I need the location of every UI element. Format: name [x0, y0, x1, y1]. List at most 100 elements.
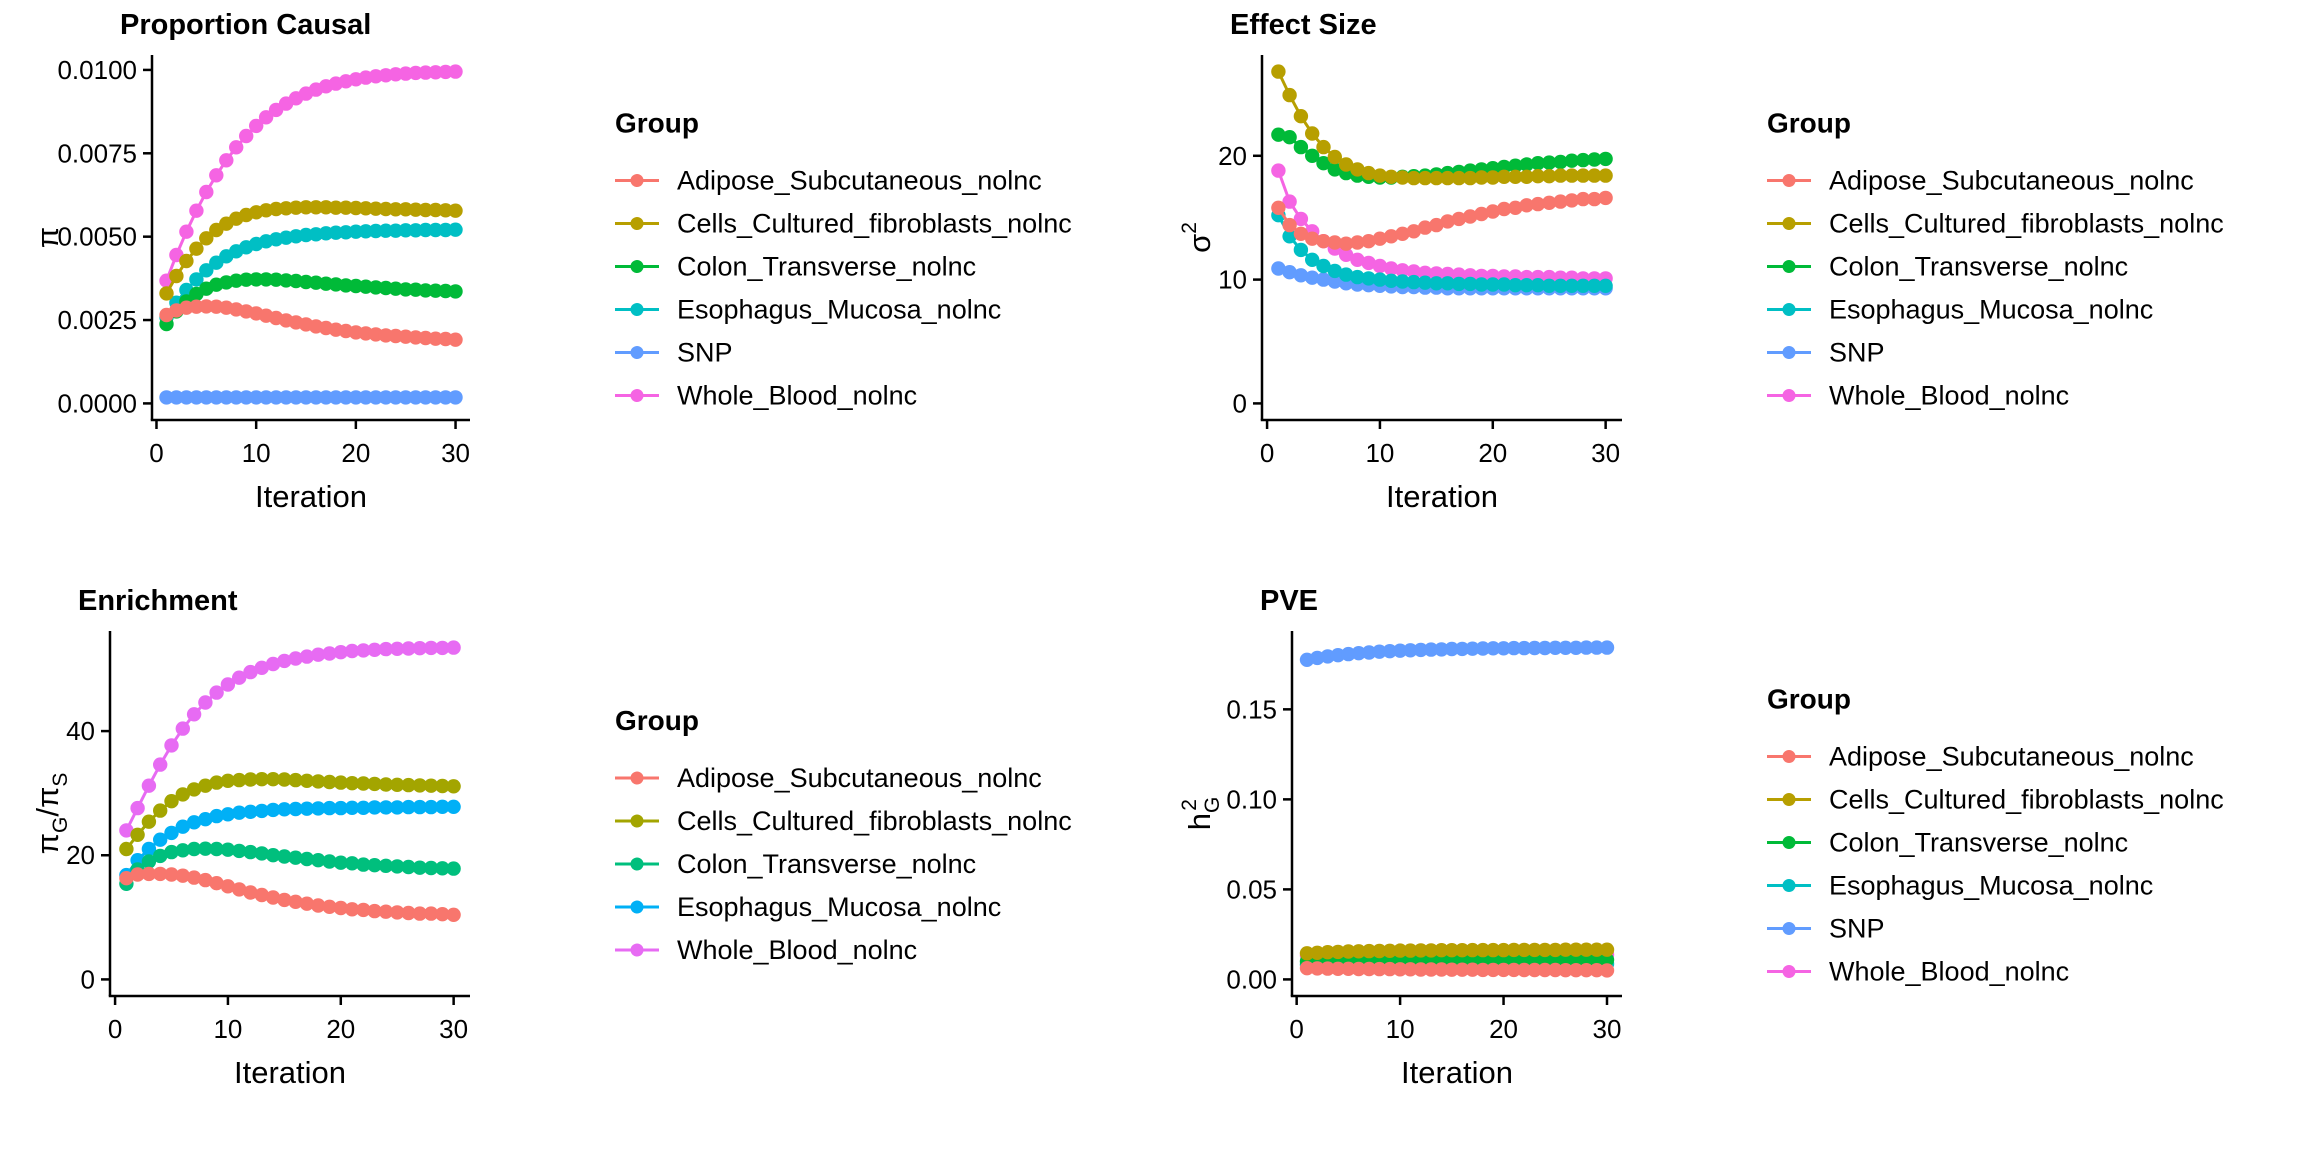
series-point: [1508, 169, 1523, 184]
x-tick-label: 30: [441, 438, 470, 468]
series-point: [1327, 149, 1342, 165]
legend-key-dot-icon: [1782, 260, 1796, 273]
series-point: [1474, 206, 1489, 222]
series-point: [1564, 278, 1579, 293]
series-point: [398, 282, 413, 297]
series-point: [141, 866, 157, 882]
series-point: [401, 859, 416, 875]
series-point: [1330, 944, 1346, 960]
series-Cells_Cultured_fibroblasts_nolnc: [1271, 64, 1613, 186]
series-point: [1382, 943, 1397, 958]
series-point: [1350, 162, 1365, 177]
series-point: [1537, 942, 1553, 958]
series-point: [175, 721, 190, 736]
y-tick-label: 0.00: [1226, 964, 1277, 994]
series-point: [249, 272, 264, 287]
legend-key-dot-icon: [630, 303, 644, 316]
series-point: [1575, 278, 1591, 293]
series-point: [179, 390, 194, 405]
series-point: [277, 802, 292, 817]
x-tick-label: 0: [108, 1014, 122, 1044]
series-point: [1351, 961, 1366, 977]
series-point: [378, 223, 393, 238]
series-point: [141, 854, 157, 869]
series-point: [435, 861, 450, 876]
x-tick-label: 10: [1365, 438, 1394, 468]
x-axis-title: Iteration: [1386, 479, 1498, 514]
series-point: [423, 860, 439, 876]
series-point: [164, 844, 179, 860]
series-point: [1384, 261, 1399, 276]
series-point: [198, 841, 213, 856]
series-point: [1519, 157, 1534, 172]
series-point: [1316, 156, 1331, 171]
series-point: [322, 774, 337, 790]
series-point: [378, 641, 394, 657]
series-point: [1579, 640, 1594, 655]
series-point: [186, 782, 202, 797]
series-point: [435, 907, 450, 922]
series-point: [288, 850, 303, 865]
legend-label: Adipose_Subcutaneous_nolnc: [677, 166, 1042, 196]
series-point: [388, 390, 403, 405]
series-point: [311, 853, 326, 868]
series-point: [423, 640, 439, 656]
series-point: [119, 841, 134, 857]
series-point: [1316, 234, 1331, 249]
legend-label: SNP: [1829, 338, 1885, 368]
series-point: [401, 777, 416, 793]
series-point: [153, 866, 168, 882]
series-point: [1338, 267, 1354, 282]
series-point: [1589, 952, 1604, 967]
series-point: [401, 641, 416, 656]
series-point: [1403, 962, 1418, 977]
panel-title: Proportion Causal: [120, 9, 371, 41]
series-point: [199, 184, 214, 200]
series-point: [1548, 962, 1563, 978]
series-point: [219, 153, 234, 168]
series-point: [1530, 169, 1546, 184]
series-point: [398, 390, 413, 405]
series-point: [322, 646, 337, 661]
legend-entry: Esophagus_Mucosa_nolnc: [1767, 871, 2153, 901]
series-point: [1508, 158, 1523, 173]
series-point: [277, 849, 292, 864]
series-point: [1361, 234, 1376, 249]
series-point: [1310, 961, 1325, 976]
series-point: [1299, 961, 1315, 976]
series-point: [1316, 258, 1331, 274]
y-tick-label: 20: [1218, 141, 1247, 171]
series-point: [333, 775, 348, 790]
series-point: [1517, 952, 1532, 967]
y-tick-label: 0.0100: [57, 55, 137, 85]
series-point: [1282, 194, 1297, 209]
series-point: [356, 776, 371, 791]
series-point: [435, 778, 450, 794]
series-point: [1598, 151, 1613, 167]
series-point: [1434, 943, 1449, 958]
series-point: [254, 772, 269, 787]
series-point: [299, 773, 315, 788]
legend-entry: Colon_Transverse_nolnc: [615, 252, 976, 282]
series-point: [1406, 264, 1421, 279]
series-point: [1542, 278, 1557, 293]
series-point: [1372, 644, 1387, 659]
series-point: [408, 390, 423, 405]
series-point: [446, 799, 461, 814]
legend-key-dot-icon: [630, 260, 644, 273]
series-point: [1455, 943, 1470, 958]
series-point: [189, 272, 204, 287]
series-point: [1293, 109, 1309, 124]
series-point: [175, 868, 190, 883]
series-point: [1475, 942, 1491, 958]
series-point: [448, 222, 463, 237]
y-tick-label: 0.10: [1226, 784, 1277, 814]
series-point: [243, 772, 258, 787]
series-point: [1282, 87, 1297, 103]
series-point: [322, 800, 337, 816]
series-point: [378, 390, 393, 405]
y-tick-label: 40: [66, 716, 95, 746]
series-point: [378, 904, 394, 919]
series-point: [1316, 272, 1331, 287]
y-axis-title: πG/πS: [30, 773, 72, 855]
